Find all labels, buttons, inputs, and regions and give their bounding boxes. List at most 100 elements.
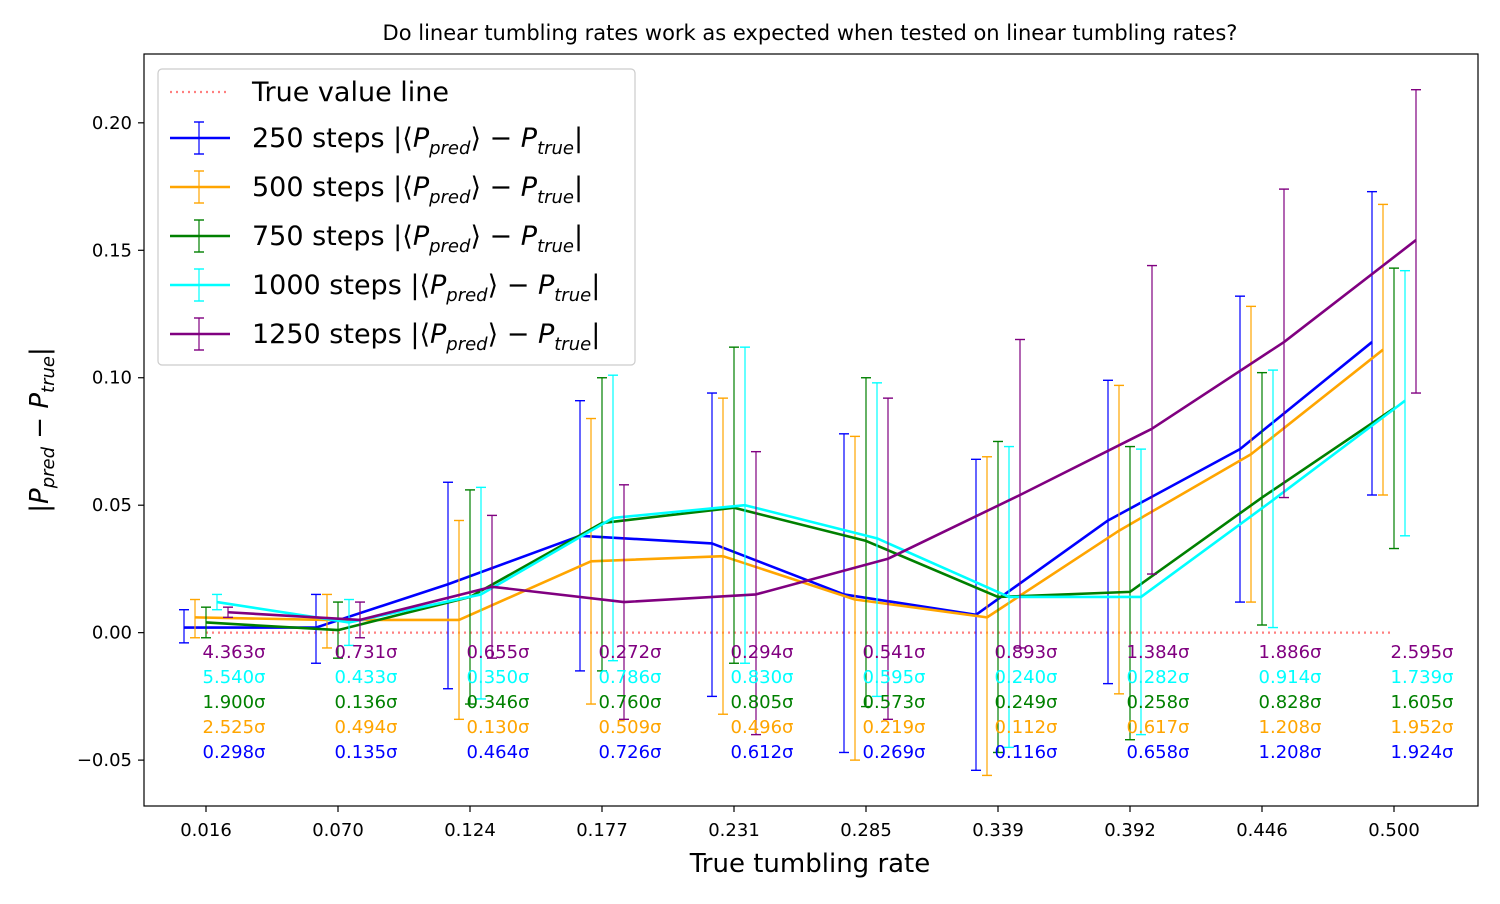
sigma-label: 0.116σ (995, 742, 1058, 763)
y-axis-label: |Ppred − Ptrue| (25, 347, 59, 513)
label-part: P (521, 172, 538, 203)
sigma-label: 0.130σ (467, 717, 530, 738)
sigma-label: 0.258σ (1127, 692, 1190, 713)
label-part: | (591, 270, 600, 301)
label-part: 250 steps |⟨ (252, 123, 413, 154)
sigma-label: 0.509σ (599, 717, 662, 738)
y-tick-label: −0.05 (77, 750, 132, 771)
label-part: P (413, 172, 430, 203)
y-tick-label: 0.05 (92, 495, 132, 516)
label-part: P (25, 393, 55, 409)
sigma-label: 0.494σ (335, 717, 398, 738)
sigma-label: 0.658σ (1127, 742, 1190, 763)
sigma-label: 0.433σ (335, 667, 398, 688)
sigma-label: 1.384σ (1127, 642, 1190, 663)
label-part: pred (445, 334, 488, 355)
sigma-label: 0.112σ (995, 717, 1058, 738)
sigma-label: 0.135σ (335, 742, 398, 763)
sigma-label: 0.828σ (1259, 692, 1322, 713)
sigma-label: 2.595σ (1391, 642, 1454, 663)
label-part: ⟩ − (470, 123, 520, 154)
x-tick-label: 0.285 (840, 820, 892, 841)
sigma-label: 0.282σ (1127, 667, 1190, 688)
label-part: pred (445, 285, 488, 306)
sigma-label: 5.540σ (203, 667, 266, 688)
sigma-label: 0.294σ (731, 642, 794, 663)
label-part: pred (428, 187, 471, 208)
label-part: 750 steps |⟨ (252, 221, 413, 252)
x-tick-label: 0.446 (1236, 820, 1288, 841)
x-tick-label: 0.392 (1104, 820, 1156, 841)
label-part: true (537, 236, 574, 257)
chart-title: Do linear tumbling rates work as expecte… (383, 21, 1238, 45)
sigma-label: 0.136σ (335, 692, 398, 713)
legend-label: 250 steps |⟨Ppred⟩ − Ptrue| (252, 123, 583, 159)
sigma-label: 0.914σ (1259, 667, 1322, 688)
label-part: true (537, 138, 574, 159)
label-part: true (38, 356, 59, 393)
label-part: 1000 steps |⟨ (252, 270, 430, 301)
label-part: | (574, 123, 583, 154)
label-part: pred (38, 446, 59, 489)
label-part: ⟩ − (488, 319, 538, 350)
label-part: | (25, 347, 55, 356)
sigma-label: 0.760σ (599, 692, 662, 713)
sigma-label: 0.269σ (863, 742, 926, 763)
sigma-label: 0.805σ (731, 692, 794, 713)
label-part: | (574, 172, 583, 203)
legend-label: 750 steps |⟨Ppred⟩ − Ptrue| (252, 221, 583, 257)
label-part: P (413, 123, 430, 154)
x-tick-label: 0.070 (312, 820, 364, 841)
sigma-label: 2.525σ (203, 717, 266, 738)
sigma-label: 1.952σ (1391, 717, 1454, 738)
label-part: P (521, 221, 538, 252)
y-tick-label: 0.15 (92, 240, 132, 261)
label-part: P (430, 270, 447, 301)
sigma-label: 0.541σ (863, 642, 926, 663)
sigma-label: 0.272σ (599, 642, 662, 663)
sigma-label: 0.830σ (731, 667, 794, 688)
sigma-label: 0.786σ (599, 667, 662, 688)
label-part: P (25, 488, 55, 504)
x-tick-label: 0.177 (576, 820, 628, 841)
label-part: P (413, 221, 430, 252)
legend-label: True value line (251, 77, 449, 108)
sigma-label: 0.731σ (335, 642, 398, 663)
label-part: P (538, 270, 555, 301)
y-tick-label: 0.20 (92, 113, 132, 134)
label-part: 500 steps |⟨ (252, 172, 413, 203)
sigma-label: 4.363σ (203, 642, 266, 663)
label-part: pred (428, 138, 471, 159)
sigma-label: 0.655σ (467, 642, 530, 663)
label-part: P (430, 319, 447, 350)
legend-label: 1250 steps |⟨Ppred⟩ − Ptrue| (252, 319, 600, 355)
label-part: ⟩ − (470, 221, 520, 252)
sigma-label: 1.924σ (1391, 742, 1454, 763)
sigma-label: 0.573σ (863, 692, 926, 713)
sigma-label: 1.900σ (203, 692, 266, 713)
label-part: P (538, 319, 555, 350)
sigma-label: 0.219σ (863, 717, 926, 738)
sigma-label: 0.496σ (731, 717, 794, 738)
sigma-label: 1.739σ (1391, 667, 1454, 688)
label-part: 1250 steps |⟨ (252, 319, 430, 350)
legend-label: 500 steps |⟨Ppred⟩ − Ptrue| (252, 172, 583, 208)
legend-label: 1000 steps |⟨Ppred⟩ − Ptrue| (252, 270, 600, 306)
x-axis-label: True tumbling rate (689, 849, 931, 879)
series-line (217, 401, 1405, 623)
label-part: − (25, 409, 55, 447)
label-part: ⟩ − (488, 270, 538, 301)
sigma-label: 0.346σ (467, 692, 530, 713)
label-part: | (25, 504, 55, 513)
sigma-label: 0.464σ (467, 742, 530, 763)
sigma-label: 0.298σ (203, 742, 266, 763)
sigma-label: 1.605σ (1391, 692, 1454, 713)
label-part: | (591, 319, 600, 350)
label-part: true (537, 187, 574, 208)
sigma-label: 0.893σ (995, 642, 1058, 663)
label-part: P (521, 123, 538, 154)
x-tick-label: 0.500 (1368, 820, 1420, 841)
label-part: pred (428, 236, 471, 257)
